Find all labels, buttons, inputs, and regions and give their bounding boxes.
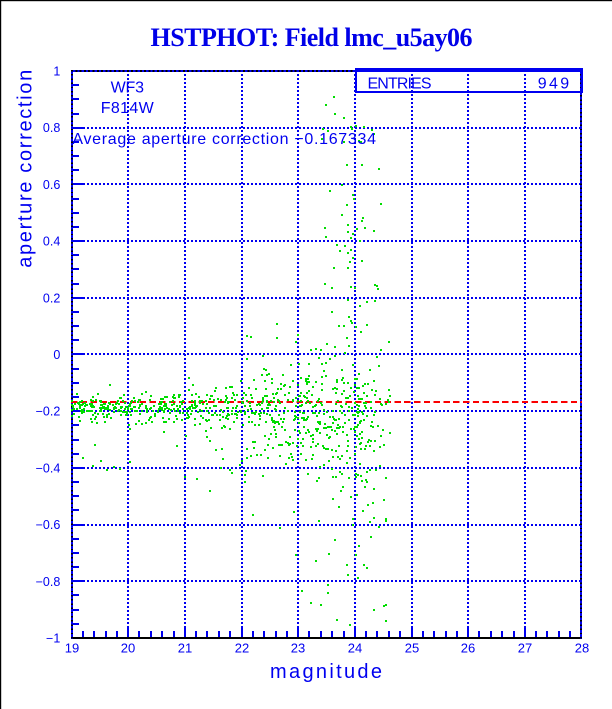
svg-text:0: 0	[53, 348, 60, 362]
svg-text:F814W: F814W	[101, 100, 155, 117]
svg-text:27: 27	[518, 641, 532, 656]
svg-text:21: 21	[178, 641, 192, 656]
svg-text:−0.6: −0.6	[36, 518, 61, 532]
svg-text:ENTRIES: ENTRIES	[368, 76, 432, 93]
svg-text:0.2: 0.2	[43, 291, 60, 305]
svg-text:WF3: WF3	[111, 80, 144, 97]
svg-text:22: 22	[235, 641, 249, 656]
svg-text:magnitude: magnitude	[270, 661, 382, 683]
svg-text:−0.2: −0.2	[36, 405, 61, 419]
svg-text:19: 19	[65, 641, 79, 656]
svg-text:949: 949	[538, 76, 570, 93]
svg-text:25: 25	[405, 641, 419, 656]
svg-text:−0.4: −0.4	[36, 461, 61, 475]
svg-text:aperture correction: aperture correction	[15, 70, 37, 268]
svg-text:0.8: 0.8	[43, 121, 60, 135]
svg-text:Average aperture correction −0: Average aperture correction −0.167334	[72, 131, 376, 148]
svg-text:0.4: 0.4	[43, 235, 60, 249]
svg-text:0.6: 0.6	[43, 178, 60, 192]
svg-text:−1: −1	[46, 632, 60, 646]
svg-text:20: 20	[121, 641, 135, 656]
svg-text:23: 23	[291, 641, 305, 656]
svg-text:HSTPHOT: Field lmc_u5ay06: HSTPHOT: Field lmc_u5ay06	[151, 23, 473, 52]
svg-text:28: 28	[575, 641, 589, 656]
svg-text:26: 26	[461, 641, 475, 656]
svg-text:1: 1	[53, 65, 60, 79]
svg-text:24: 24	[348, 641, 362, 656]
svg-text:−0.8: −0.8	[36, 575, 61, 589]
